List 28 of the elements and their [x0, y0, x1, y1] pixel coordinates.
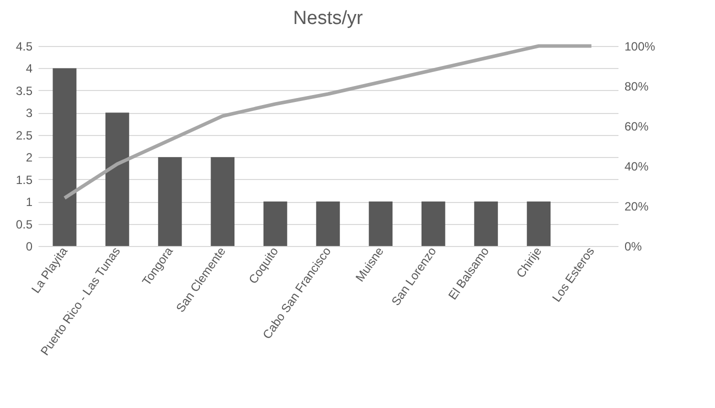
- y2-tick-label: 100%: [624, 40, 656, 54]
- bar: [105, 112, 130, 246]
- y2-tick-label: 20%: [624, 200, 649, 214]
- y-tick-label: 1.5: [16, 172, 33, 187]
- y2-tick-label: 0%: [624, 240, 642, 254]
- y-tick-label: 3: [26, 106, 33, 120]
- bar: [52, 68, 76, 246]
- chart-title: Nests/yr: [293, 8, 364, 29]
- bar: [210, 157, 234, 246]
- y-tick-label: 0: [26, 240, 33, 254]
- y-tick-label: 4: [26, 62, 33, 76]
- bar: [263, 202, 288, 246]
- y-tick-label: 0.5: [16, 217, 33, 232]
- bar: [368, 202, 393, 246]
- bar: [158, 157, 182, 246]
- bar: [526, 202, 551, 246]
- y-tick-label: 1: [26, 195, 33, 210]
- y2-tick-label: 80%: [624, 80, 649, 94]
- y-tick-label: 2.5: [16, 128, 33, 142]
- y2-tick-label: 60%: [624, 120, 649, 134]
- bar: [474, 202, 498, 246]
- line-series: [62, 44, 594, 200]
- y-tick-label: 2: [26, 150, 33, 165]
- y-tick-label: 4.5: [16, 40, 33, 54]
- bar: [422, 202, 446, 246]
- y-tick-label: 3.5: [16, 84, 33, 98]
- bar: [316, 202, 340, 246]
- y2-tick-label: 40%: [624, 160, 649, 174]
